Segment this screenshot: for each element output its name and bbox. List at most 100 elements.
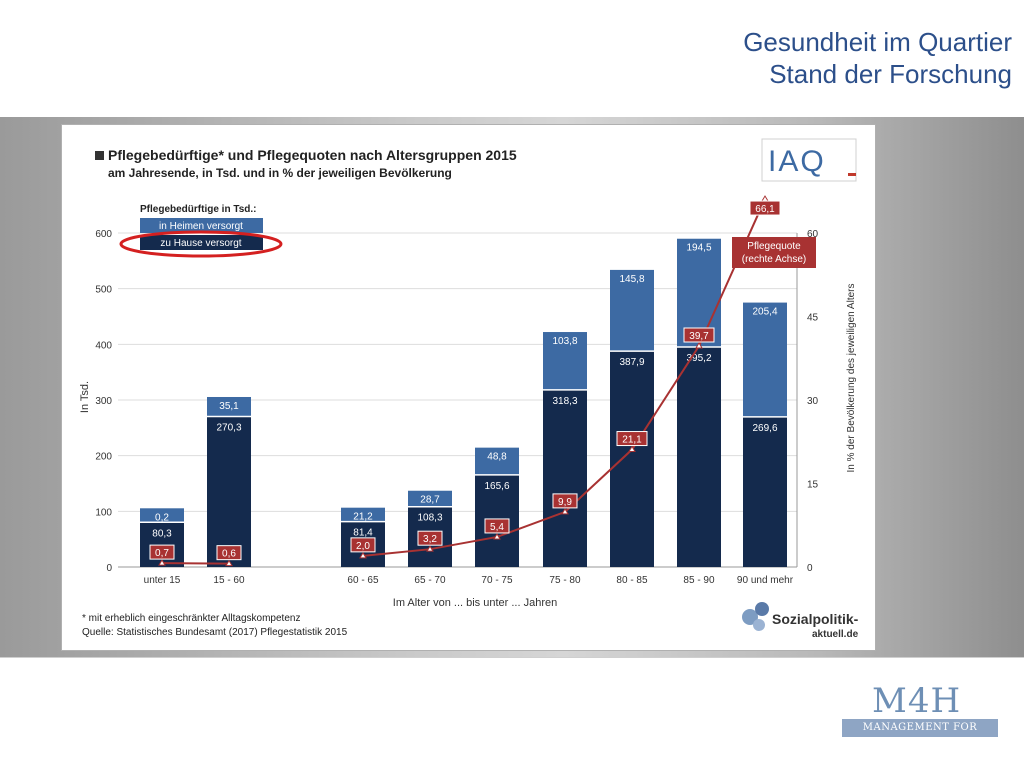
quote-label: 0,7: [155, 548, 169, 559]
chart-svg: Pflegebedürftige* und Pflegequoten nach …: [79, 138, 859, 640]
quote-label-box: [350, 537, 376, 553]
x-tick-label: 70 - 75: [481, 575, 513, 586]
bar-labels: 80,3 0,2 270,3 35,1 81,4 21,2 108,3 28,7 165,6 48…: [152, 243, 778, 540]
bar-label-in-heimen: 0,2: [155, 512, 169, 523]
line-legend-line2: (rechte Achse): [742, 254, 806, 265]
quote-label: 2,0: [356, 541, 370, 552]
title-square-icon: [95, 151, 104, 160]
bar-in-heimen: [743, 302, 787, 417]
y-tick-right-label: 15: [807, 480, 819, 491]
x-tick-label: 80 - 85: [616, 575, 648, 586]
quote-label-box: [749, 200, 781, 216]
quote-label-box: [216, 545, 242, 561]
y-tick-right-label: 30: [807, 396, 819, 407]
y-axis-right-label: In % der Bevölkerung des jeweiligen Alte…: [846, 284, 857, 473]
iaq-logo-text: IAQ: [768, 145, 826, 178]
bar-in-heimen: [140, 508, 184, 523]
y-tick-label: 400: [95, 340, 112, 351]
bar-in-heimen: [207, 396, 251, 417]
bar-in-heimen: [475, 447, 519, 475]
y-tick-label: 0: [106, 563, 112, 574]
bar-label-zu-hause: 270,3: [216, 423, 241, 434]
bar-in-heimen: [543, 332, 587, 390]
y-tick-label: 500: [95, 285, 112, 296]
bar-zu-hause: [610, 351, 654, 567]
y-axis-label: In Tsd.: [79, 381, 91, 413]
line-legend-line1: Pflegequote: [747, 241, 801, 252]
footnote: * mit erheblich eingeschränkter Alltagsk…: [82, 613, 300, 624]
y-tick-right-label: 60: [807, 229, 819, 240]
quote-point: [158, 559, 166, 566]
chart-title: Pflegebedürftige* und Pflegequoten nach …: [108, 147, 517, 163]
quote-point: [359, 551, 367, 559]
quote-point: [628, 445, 636, 453]
bar-zu-hause: [743, 416, 787, 567]
x-tick-label: 65 - 70: [414, 575, 446, 586]
legend-label-heim: in Heimen versorgt: [159, 221, 243, 232]
bar-label-in-heimen: 145,8: [619, 274, 644, 285]
chart-frame: Pflegebedürftige* und Pflegequoten nach …: [61, 124, 876, 651]
quote-label: 21,1: [622, 435, 642, 446]
sozialpolitik-logo-line2: aktuell.de: [812, 629, 859, 640]
x-axis-label: Im Alter von ... bis unter ... Jahren: [393, 597, 557, 609]
quote-line-segment: [161, 562, 230, 565]
bar-zu-hause: [543, 389, 587, 567]
quote-line: 0,7 0,6 2,0 3,2 5,4 9,9 21,1 39,7 66,1: [149, 195, 781, 567]
sozialpolitik-logo-line1: Sozialpolitik-: [772, 611, 859, 627]
slide-title: Gesundheit im Quartier Stand der Forschu…: [743, 26, 1012, 90]
x-tick-label: 15 - 60: [213, 575, 245, 586]
iaq-logo: IAQ: [761, 138, 857, 182]
line-legend-box: [732, 237, 816, 268]
quote-label: 66,1: [755, 204, 775, 215]
slide-title-line1: Gesundheit im Quartier: [743, 27, 1012, 57]
quote-label: 3,2: [423, 534, 437, 545]
bar-label-in-heimen: 21,2: [353, 512, 373, 523]
y-tick-label: 300: [95, 396, 112, 407]
y-ticks-right: 0 15 30 45 60: [807, 229, 819, 574]
m4h-logo-word: M4H: [872, 681, 962, 721]
quote-label-box: [149, 544, 175, 560]
y-tick-right-label: 0: [807, 563, 813, 574]
x-tick-label: 85 - 90: [683, 575, 715, 586]
chart-subtitle: am Jahresende, in Tsd. und in % der jewe…: [108, 166, 452, 180]
quote-point: [426, 545, 434, 552]
m4h-logo: M4H MANAGEMENT FOR HEALTH: [842, 681, 998, 751]
legend-label-hause: zu Hause versorgt: [160, 238, 241, 249]
bar-label-in-heimen: 103,8: [552, 336, 577, 347]
divider: [0, 657, 1024, 658]
quote-point: [695, 342, 703, 349]
bar-label-zu-hause: 165,6: [484, 481, 509, 492]
bar-label-in-heimen: 35,1: [219, 401, 239, 412]
bar-in-heimen: [610, 269, 654, 352]
quote-point: [761, 195, 769, 202]
y-ticks-left: 0 100 200 300 400 500 600: [95, 229, 112, 574]
x-tick-label: 90 und mehr: [737, 575, 794, 586]
bar-label-zu-hause: 318,3: [552, 396, 577, 407]
bar-label-zu-hause: 395,2: [686, 353, 711, 364]
m4h-logo-tagline: MANAGEMENT FOR HEALTH: [842, 719, 998, 751]
bar-label-zu-hause: 387,9: [619, 357, 644, 368]
line-legend: Pflegequote (rechte Achse): [732, 237, 816, 268]
legend: Pflegebedürftige in Tsd.: in Heimen vers…: [119, 204, 283, 258]
bars: [140, 238, 787, 567]
bar-in-heimen: [341, 507, 385, 522]
bar-label-zu-hause: 269,6: [752, 423, 777, 434]
y-tick-right-label: 45: [807, 313, 819, 324]
bar-in-heimen: [408, 490, 452, 507]
x-tick-label: 60 - 65: [347, 575, 379, 586]
y-tick-label: 600: [95, 229, 112, 240]
legend-swatch-hause: [140, 235, 263, 250]
quote-point: [561, 507, 569, 515]
bar-label-in-heimen: 194,5: [686, 243, 711, 254]
quote-label: 5,4: [490, 522, 504, 533]
quote-point: [493, 532, 501, 540]
source-note: Quelle: Statistisches Bundesamt (2017) P…: [82, 627, 348, 638]
quote-point: [225, 559, 233, 567]
x-tick-label: 75 - 80: [549, 575, 581, 586]
legend-swatch-heim: [140, 218, 263, 233]
sozialpolitik-logo: Sozialpolitik- aktuell.de: [742, 602, 859, 640]
quote-label: 0,6: [222, 549, 236, 560]
quote-label: 39,7: [689, 331, 709, 342]
y-tick-label: 200: [95, 452, 112, 463]
bar-label-in-heimen: 48,8: [487, 452, 507, 463]
